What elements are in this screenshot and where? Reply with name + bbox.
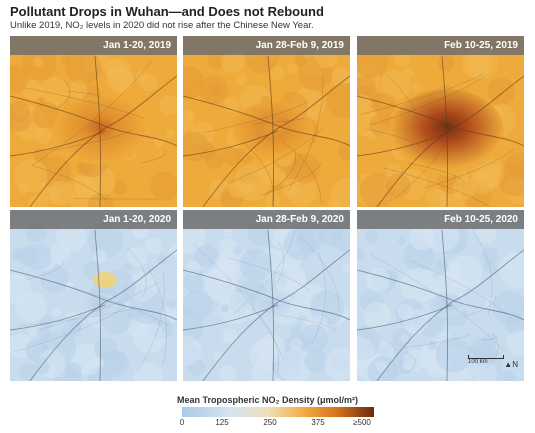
no2-map-image xyxy=(357,36,524,207)
map-grid: Jan 1-20, 2019 Jan 28-Feb 9, 2019 Feb 10… xyxy=(10,36,524,396)
panel-date-label: Jan 1-20, 2019 xyxy=(10,36,177,55)
north-arrow-icon: ▲N xyxy=(504,360,518,369)
map-panel-3: Feb 10-25, 2019 xyxy=(357,36,524,207)
panel-date-label: Jan 28-Feb 9, 2020 xyxy=(183,210,350,229)
legend-title: Mean Tropospheric NO₂ Density (μmol/m²) xyxy=(176,395,359,405)
map-panel-2: Jan 28-Feb 9, 2019 xyxy=(183,36,350,207)
panel-date-label: Feb 10-25, 2019 xyxy=(357,36,524,55)
map-panel-6: Feb 10-25, 2020 100 km ▲N xyxy=(357,210,524,381)
page-title: Pollutant Drops in Wuhan—and Does not Re… xyxy=(10,4,324,19)
legend-color-bar xyxy=(182,407,374,417)
north-label: N xyxy=(512,360,518,369)
legend-tick: 125 xyxy=(215,418,229,427)
panel-date-label: Feb 10-25, 2020 xyxy=(357,210,524,229)
legend-ticks: 0 125 250 375 ≥500 xyxy=(0,418,535,430)
no2-map-image xyxy=(10,36,177,207)
no2-map-image xyxy=(10,210,177,381)
scale-bar-label: 100 km xyxy=(468,359,488,365)
scale-bar: 100 km xyxy=(468,355,504,365)
page-subtitle: Unlike 2019, NO₂ levels in 2020 did not … xyxy=(10,20,314,31)
legend-tick: 375 xyxy=(311,418,325,427)
panel-date-label: Jan 1-20, 2020 xyxy=(10,210,177,229)
no2-map-image xyxy=(183,210,350,381)
legend-tick: 0 xyxy=(179,418,185,427)
panel-date-label: Jan 28-Feb 9, 2019 xyxy=(183,36,350,55)
map-panel-1: Jan 1-20, 2019 xyxy=(10,36,177,207)
legend-tick: 250 xyxy=(263,418,277,427)
no2-map-image xyxy=(183,36,350,207)
map-panel-4: Jan 1-20, 2020 xyxy=(10,210,177,381)
legend-tick: ≥500 xyxy=(353,418,371,427)
map-panel-5: Jan 28-Feb 9, 2020 xyxy=(183,210,350,381)
